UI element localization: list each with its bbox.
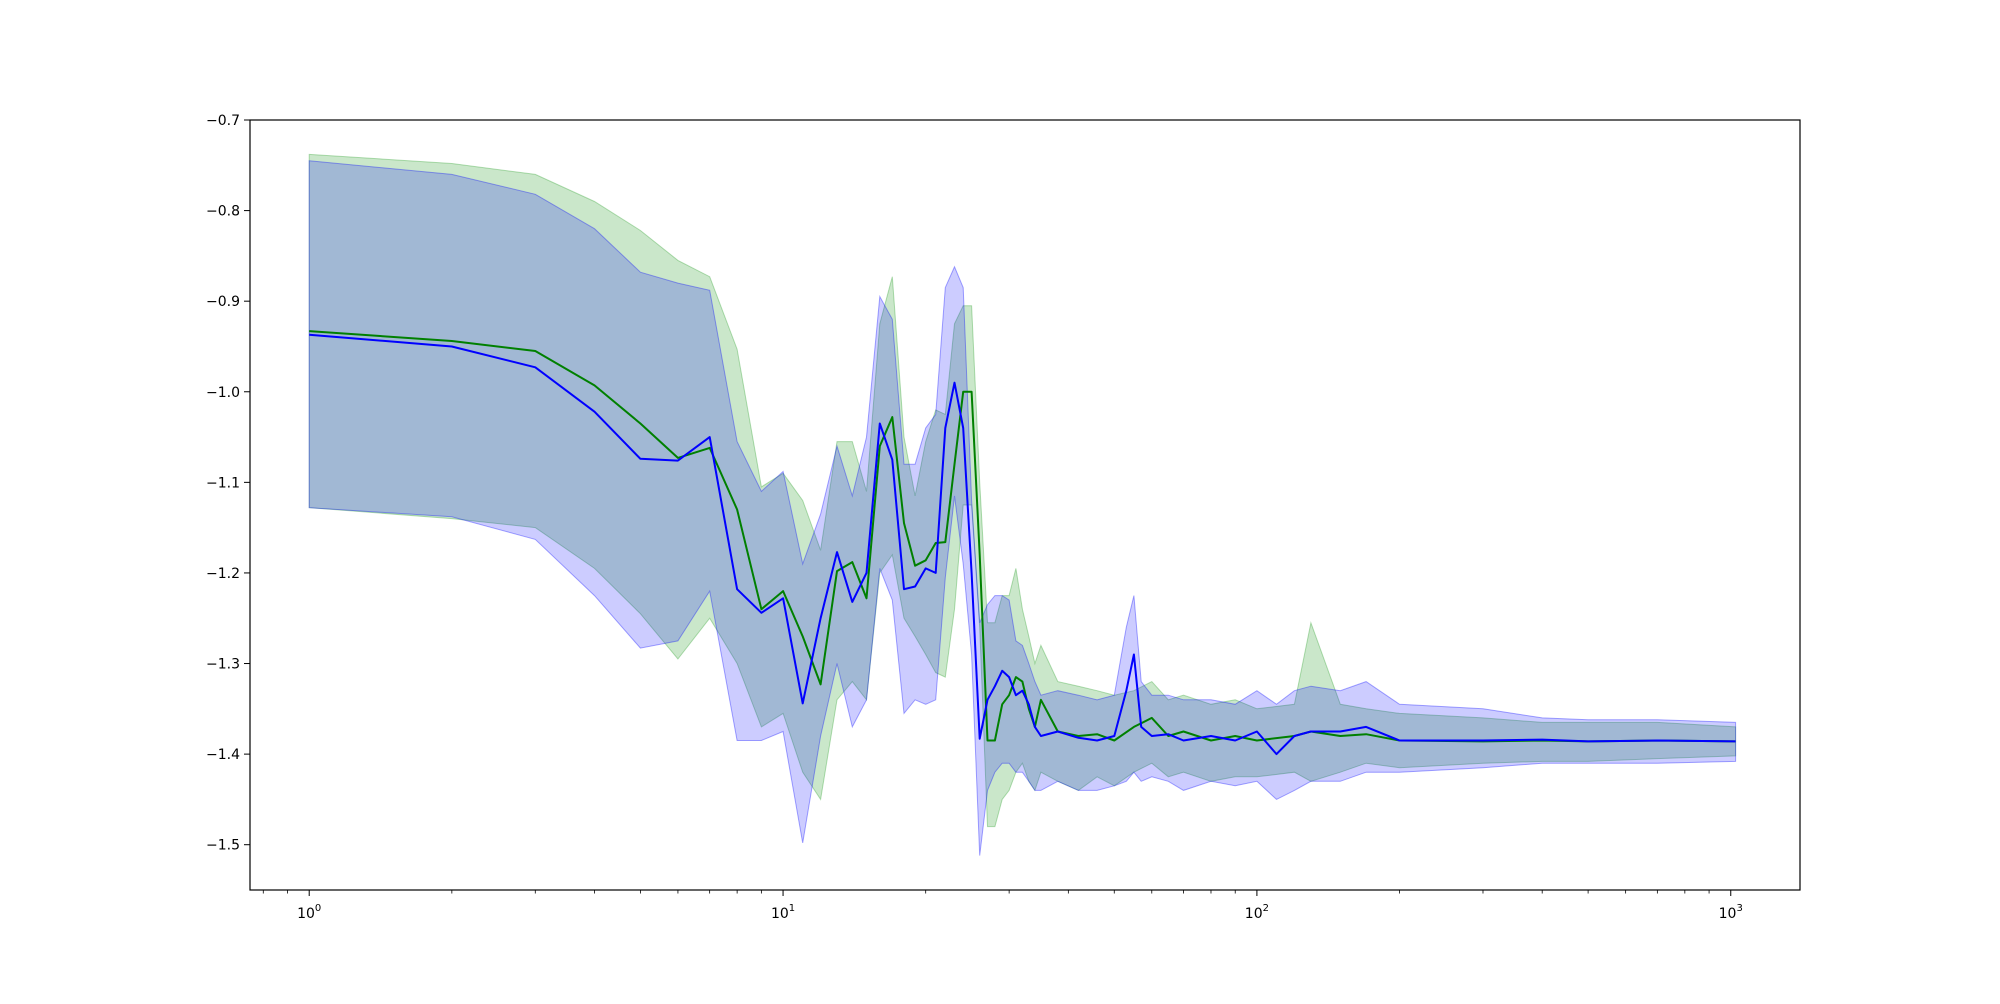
y-tick-label: −1.2: [206, 566, 240, 582]
x-tick-label: 103: [1719, 903, 1743, 922]
x-tick-label: 102: [1245, 903, 1269, 922]
y-axis: −0.7 −0.8 −0.9 −1.0 −1.1 −1.2 −1.3 −1.4 −1.5: [206, 113, 250, 854]
y-tick-label: −1.5: [206, 838, 240, 854]
series-lines: [309, 330, 1736, 756]
y-tick-label: −0.9: [206, 294, 240, 310]
y-tick-label: −0.8: [206, 204, 240, 220]
y-tick-label: −1.4: [206, 747, 240, 763]
y-tick-label: −1.3: [206, 657, 240, 673]
series-0-line: [309, 330, 1736, 743]
plot-area: [250, 120, 1800, 890]
series-1-line: [309, 333, 1736, 756]
y-tick-label: −1.1: [206, 475, 240, 491]
series-1-confidence-band: [308, 160, 1737, 856]
y-tick-label: −0.7: [206, 113, 240, 129]
y-tick-label: −1.0: [206, 385, 240, 401]
x-tick-label: 101: [771, 903, 795, 922]
confidence-bands: [308, 153, 1737, 856]
x-tick-label: 100: [297, 903, 321, 922]
plot-frame: [249, 119, 1801, 891]
x-axis: 100 101 102 103: [262, 890, 1743, 922]
series-0-confidence-band: [308, 153, 1737, 828]
